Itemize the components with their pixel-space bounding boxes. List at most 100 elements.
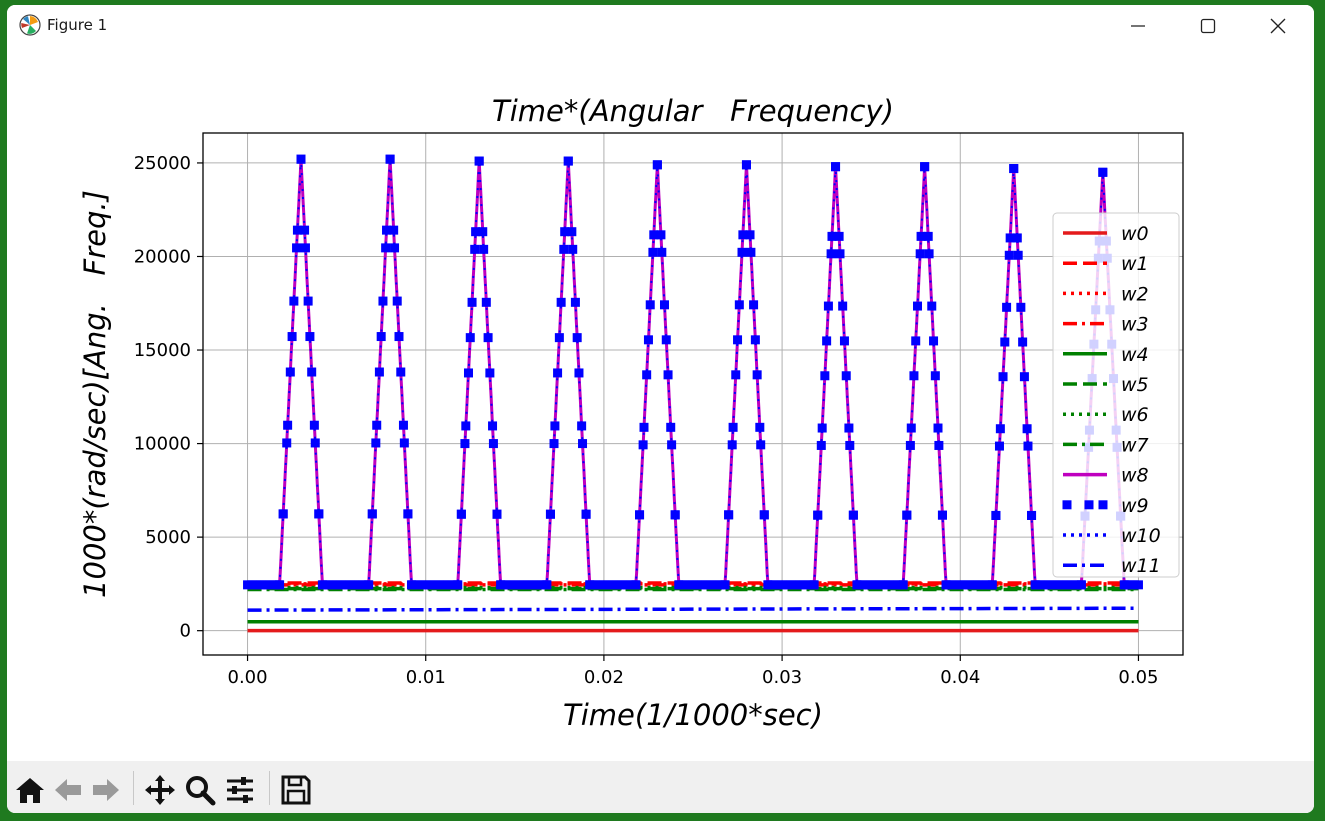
marker-w9 xyxy=(915,249,925,259)
marker-w9 xyxy=(577,421,587,431)
marker-w9 xyxy=(478,227,488,237)
marker-w9 xyxy=(275,580,285,590)
chart-svg[interactable]: 0.00 0.01 0.02 0.03 0.04 0.05 0 5000 10000 15000 2… xyxy=(7,47,1314,761)
marker-w9 xyxy=(763,580,773,590)
legend-label-w6: w6 xyxy=(1121,404,1149,426)
marker-w9 xyxy=(652,160,662,170)
configure-subplots-icon[interactable] xyxy=(223,773,257,807)
marker-w9 xyxy=(392,296,402,306)
marker-w9 xyxy=(930,371,940,381)
axes-frame xyxy=(202,132,1184,656)
marker-w9 xyxy=(1005,233,1015,243)
marker-w9 xyxy=(285,367,295,377)
minimize-button[interactable] xyxy=(1104,5,1174,47)
zoom-icon[interactable] xyxy=(183,773,217,807)
chart-title: Time*(Angular Frequency) xyxy=(492,94,894,128)
marker-w9 xyxy=(738,230,748,240)
marker-w9 xyxy=(841,371,851,381)
marker-w9 xyxy=(1027,510,1037,520)
marker-w9 xyxy=(309,420,319,430)
y-tick-label: 15000 xyxy=(134,340,191,361)
marker-w9 xyxy=(845,440,855,450)
marker-w9 xyxy=(752,370,762,380)
marker-w9 xyxy=(292,243,302,253)
marker-w9 xyxy=(581,509,591,519)
marker-w9 xyxy=(727,440,737,450)
marker-w9 xyxy=(1022,424,1032,434)
marker-w9 xyxy=(638,440,648,450)
marker-w9 xyxy=(749,300,759,310)
marker-w9 xyxy=(1009,164,1019,174)
marker-w9 xyxy=(381,243,391,253)
marker-w9 xyxy=(479,244,489,254)
marker-w9 xyxy=(390,243,400,253)
maximize-button[interactable] xyxy=(1174,5,1244,47)
marker-w9 xyxy=(567,227,577,237)
marker-w9 xyxy=(909,371,919,381)
marker-w9 xyxy=(826,249,836,259)
marker-w9 xyxy=(403,509,413,519)
marker-w9 xyxy=(570,297,580,307)
marker-w9 xyxy=(574,368,584,378)
save-icon[interactable] xyxy=(279,773,313,807)
marker-w9 xyxy=(666,422,676,432)
marker-w9 xyxy=(282,438,292,448)
marker-w9 xyxy=(278,509,288,519)
forward-arrow-icon[interactable] xyxy=(89,773,123,807)
marker-w9 xyxy=(820,371,830,381)
y-tick-label: 0 xyxy=(180,621,191,642)
marker-w9 xyxy=(987,580,997,590)
marker-w9 xyxy=(995,424,1005,434)
marker-w9 xyxy=(991,510,1001,520)
y-tick-label: 25000 xyxy=(134,153,191,174)
marker-w9 xyxy=(994,441,1004,451)
x-tick-label: 0.00 xyxy=(228,667,268,688)
series-line-w11 xyxy=(247,606,1139,612)
marker-w9 xyxy=(1016,302,1026,312)
window-title: Figure 1 xyxy=(47,16,108,34)
marker-w9 xyxy=(639,422,649,432)
marker-w9 xyxy=(834,231,844,241)
marker-w9 xyxy=(307,367,317,377)
x-tick-label: 0.04 xyxy=(940,667,980,688)
pan-icon[interactable] xyxy=(143,773,177,807)
marker-w9 xyxy=(396,367,406,377)
marker-w9 xyxy=(645,300,655,310)
marker-w9 xyxy=(481,297,491,307)
marker-w9 xyxy=(467,297,477,307)
marker-w9 xyxy=(460,439,470,449)
navigation-toolbar xyxy=(7,761,1314,813)
legend: w0 w1 w2 w3 w4 w5 w6 w7 w8 w9 w10 w11 xyxy=(1052,212,1180,578)
marker-w9 xyxy=(759,510,769,520)
marker-w9 xyxy=(809,580,819,590)
marker-w9 xyxy=(906,423,916,433)
marker-w9 xyxy=(817,423,827,433)
figure-canvas[interactable]: 0.00 0.01 0.02 0.03 0.04 0.05 0 5000 10000 15000 2… xyxy=(7,47,1314,761)
marker-w9 xyxy=(572,333,582,343)
title-bar: Figure 1 xyxy=(7,5,1314,47)
marker-w9 xyxy=(317,580,327,590)
marker-w9 xyxy=(659,300,669,310)
marker-w9 xyxy=(300,225,310,235)
marker-w9 xyxy=(813,510,823,520)
marker-w9 xyxy=(733,335,743,345)
marker-w9 xyxy=(924,249,934,259)
marker-w9 xyxy=(394,332,404,342)
back-arrow-icon[interactable] xyxy=(51,773,85,807)
legend-label-w5: w5 xyxy=(1121,374,1149,396)
marker-w9 xyxy=(728,422,738,432)
home-icon[interactable] xyxy=(13,773,47,807)
axis-ticks: 0.00 0.01 0.02 0.03 0.04 0.05 0 5000 10000 15000 2… xyxy=(134,153,1159,688)
marker-w9 xyxy=(371,438,381,448)
marker-w9 xyxy=(488,439,498,449)
marker-w9 xyxy=(364,580,374,590)
legend-box xyxy=(1052,212,1180,578)
marker-w9 xyxy=(642,370,652,380)
marker-w9 xyxy=(755,422,765,432)
marker-w9 xyxy=(745,230,755,240)
close-button[interactable] xyxy=(1244,5,1314,47)
figure-window: Figure 1 0.00 0.01 0.02 0.03 0.04 0.05 0 5000 10… xyxy=(7,5,1314,813)
marker-w9 xyxy=(470,244,480,254)
x-tick-label: 0.03 xyxy=(762,667,802,688)
legend-label-w7: w7 xyxy=(1121,434,1149,456)
